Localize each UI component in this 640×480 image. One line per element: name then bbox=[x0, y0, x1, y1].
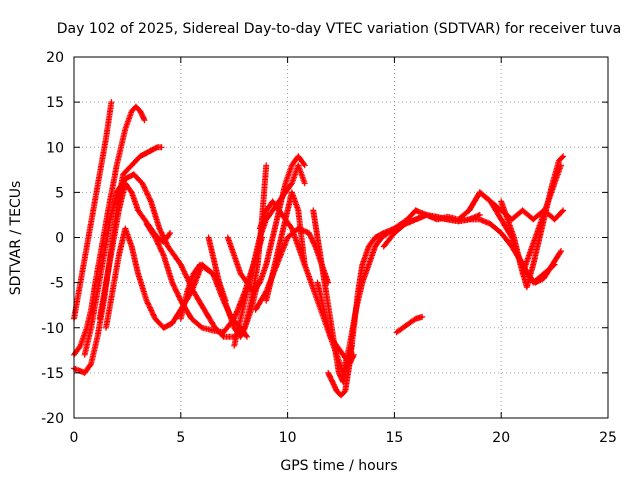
y-tick-label: 15 bbox=[46, 95, 64, 111]
y-tick-label: -5 bbox=[50, 276, 64, 292]
point-markers bbox=[393, 313, 426, 336]
y-tick-label: 20 bbox=[46, 50, 64, 66]
y-tick-label: 10 bbox=[46, 140, 64, 156]
x-tick-label: 20 bbox=[492, 430, 510, 446]
x-tick-label: 25 bbox=[599, 430, 617, 446]
point-markers bbox=[519, 162, 564, 277]
x-tick-label: 10 bbox=[279, 430, 297, 446]
point-markers bbox=[263, 189, 308, 304]
series-track-23 bbox=[177, 261, 229, 322]
series-track-22 bbox=[519, 162, 564, 277]
x-tick-label: 5 bbox=[176, 430, 185, 446]
series-track-13 bbox=[263, 189, 308, 304]
point-markers bbox=[177, 261, 229, 322]
y-tick-label: 5 bbox=[55, 185, 64, 201]
series-track-18 bbox=[393, 313, 426, 336]
x-tick-label: 15 bbox=[385, 430, 403, 446]
y-axis-label: SDTVAR / TECUs bbox=[8, 181, 24, 296]
x-axis-label: GPS time / hours bbox=[280, 458, 397, 474]
chart-title: Day 102 of 2025, Sidereal Day-to-day VTE… bbox=[57, 21, 621, 37]
y-tick-label: -20 bbox=[41, 411, 64, 427]
y-tick-label: -15 bbox=[41, 366, 64, 382]
axis-ticks: 0 5 10 15 20 25 -20 -15 -10 -5 0 5 10 15 20 bbox=[41, 50, 617, 446]
data-marks bbox=[71, 99, 567, 399]
y-tick-label: 0 bbox=[55, 231, 64, 247]
y-tick-label: -10 bbox=[41, 321, 64, 337]
x-tick-label: 0 bbox=[70, 430, 79, 446]
